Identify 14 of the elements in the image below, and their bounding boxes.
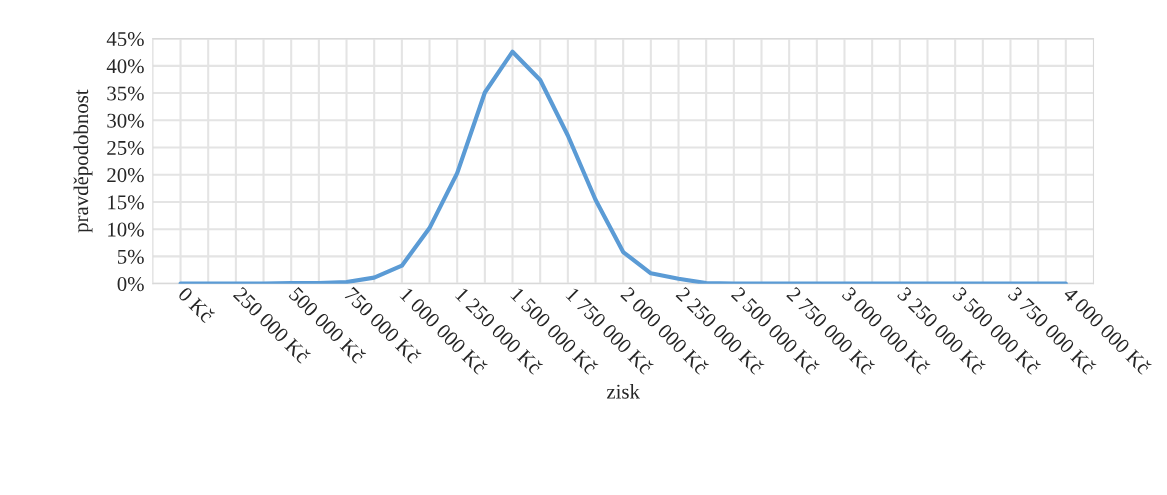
y-tick-label: 5% [117, 249, 144, 264]
y-axis-title: pravděpodobnost [73, 89, 93, 233]
y-tick-label: 25% [107, 140, 144, 156]
x-tick-label: 0 Kč [177, 285, 216, 324]
y-tick-label: 10% [108, 222, 144, 237]
y-tick-label: 15% [108, 195, 144, 210]
y-tick-label: 30% [107, 113, 144, 128]
line-series [178, 49, 1068, 284]
y-tick-label: 40% [106, 59, 144, 74]
y-tick-label: 0% [117, 277, 144, 292]
y-tick-label: 20% [107, 168, 144, 183]
y-tick-label: 45% [106, 31, 144, 47]
x-axis-title: zisk [606, 383, 640, 399]
y-tick-label: 35% [107, 86, 144, 101]
